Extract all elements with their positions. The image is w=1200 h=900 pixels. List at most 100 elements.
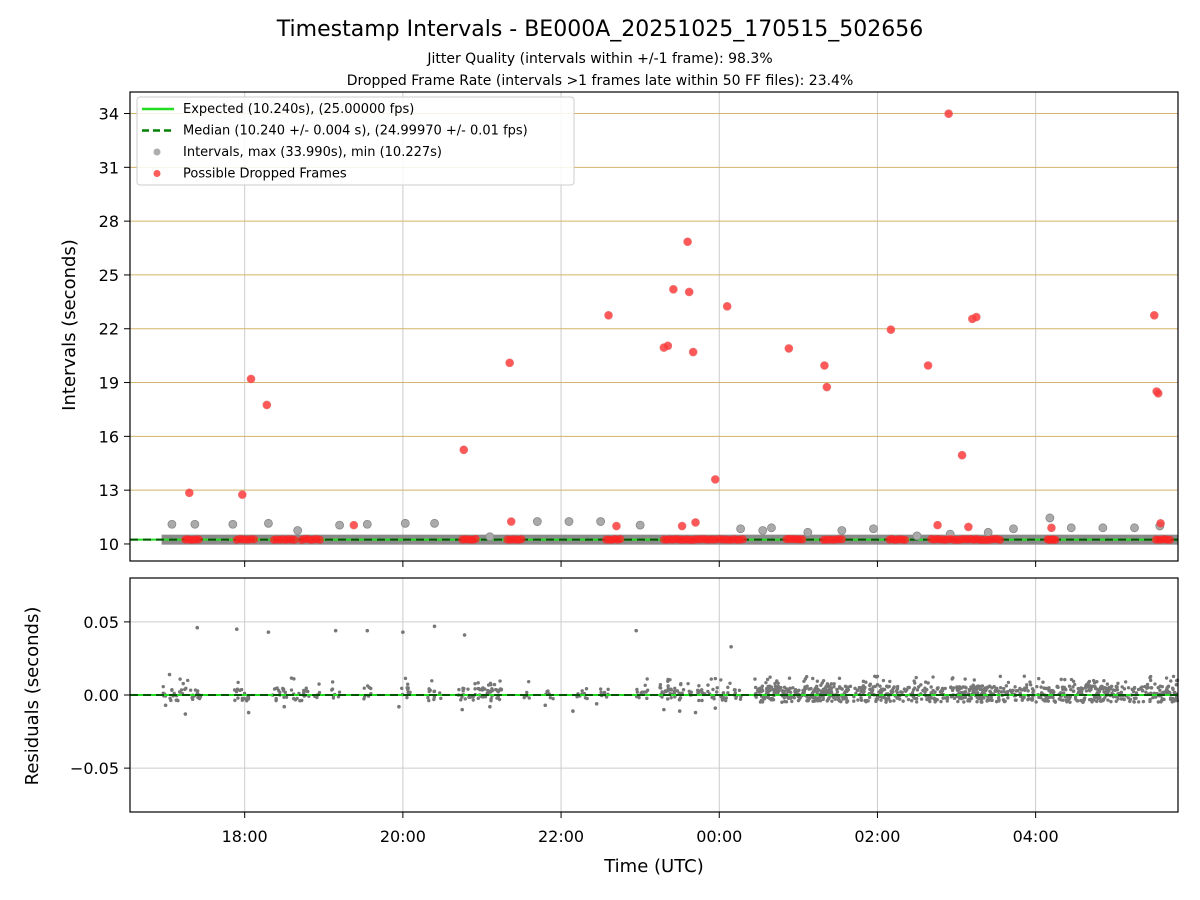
residual-point <box>304 686 308 690</box>
residual-point <box>233 698 237 703</box>
residual-point <box>405 695 409 700</box>
residual-point <box>427 689 431 694</box>
interval-point <box>596 517 606 526</box>
residual-point <box>1106 698 1110 702</box>
residual-point <box>883 696 888 701</box>
residual-outlier-point <box>246 710 251 715</box>
residual-point <box>724 698 728 703</box>
residual-point <box>1030 698 1034 702</box>
dropped-frame-point <box>505 358 514 368</box>
residual-point <box>697 689 701 693</box>
residual-point <box>686 681 690 686</box>
residual-point <box>1063 677 1067 682</box>
residual-point <box>331 696 336 700</box>
residual-point <box>912 679 916 683</box>
residual-point <box>979 700 983 704</box>
residual-point <box>1158 688 1162 692</box>
residual-point <box>274 696 278 701</box>
residual-point <box>1132 699 1136 704</box>
residual-point <box>1154 695 1158 699</box>
residual-point <box>1105 682 1110 686</box>
residual-point <box>677 691 681 695</box>
residual-point <box>1006 680 1011 685</box>
residual-point <box>815 684 819 688</box>
residual-point <box>1094 699 1099 704</box>
residual-point <box>998 674 1003 679</box>
residual-point <box>988 684 992 688</box>
dropped-frame-point <box>691 518 700 527</box>
dropped-frame-point <box>612 521 621 531</box>
interval-point <box>1066 523 1076 533</box>
residual-point <box>181 681 185 686</box>
residual-point <box>884 700 888 704</box>
residual-point <box>526 679 531 684</box>
residual-point <box>672 689 677 694</box>
residual-point <box>527 696 531 700</box>
residual-point <box>1002 699 1007 704</box>
residual-point <box>658 683 663 687</box>
residual-point <box>669 696 673 700</box>
interval-point <box>736 524 746 534</box>
residual-point <box>317 682 321 686</box>
residual-point <box>809 686 813 691</box>
residual-point <box>951 676 955 680</box>
residual-point <box>1171 674 1176 679</box>
residual-point <box>786 690 790 694</box>
residual-point <box>337 690 342 694</box>
residual-point <box>283 690 288 695</box>
dropped-frame-point <box>933 520 942 530</box>
residual-point <box>658 686 663 690</box>
residual-point <box>804 675 809 679</box>
residual-point <box>721 695 725 700</box>
residual-point <box>988 690 993 694</box>
top-y-tick-label: 16 <box>99 427 119 446</box>
x-tick-label: 20:00 <box>380 827 426 846</box>
residual-point <box>886 685 890 689</box>
residual-point <box>925 697 929 702</box>
residual-point <box>929 696 933 700</box>
residual-point <box>644 690 648 694</box>
residual-point <box>845 700 849 704</box>
interval-point <box>167 519 177 529</box>
x-tick-label: 18:00 <box>222 827 268 846</box>
residual-point <box>689 690 693 694</box>
residual-point <box>903 689 908 693</box>
dropped-frame-point <box>506 517 516 526</box>
residual-point <box>545 689 549 694</box>
residual-point <box>1172 690 1177 695</box>
residual-point <box>1059 691 1063 695</box>
residual-outlier-point <box>183 712 188 716</box>
residual-point <box>275 686 279 690</box>
residual-outlier-point <box>729 644 733 649</box>
residual-point <box>246 695 251 699</box>
residual-point <box>1156 685 1160 690</box>
residual-point <box>1120 685 1124 689</box>
residual-point <box>1083 696 1087 700</box>
residual-point <box>1104 686 1108 691</box>
residual-point <box>400 686 404 691</box>
residual-point <box>498 688 502 692</box>
residual-point <box>728 681 732 685</box>
residual-point <box>801 688 805 693</box>
residual-point <box>1102 679 1106 683</box>
residual-point <box>726 691 730 695</box>
residual-point <box>848 684 853 689</box>
dropped-frame-point <box>972 312 981 322</box>
residual-point <box>1136 700 1141 704</box>
dropped-frame-point <box>822 382 832 392</box>
residual-point <box>606 687 610 692</box>
residual-point <box>302 688 306 693</box>
top-axes-frame <box>129 91 1179 562</box>
residual-point <box>426 695 430 700</box>
residual-point <box>719 678 723 682</box>
residual-outlier-point <box>693 710 698 715</box>
residual-point <box>471 698 475 702</box>
residual-point <box>580 689 584 693</box>
top-y-tick-label: 31 <box>99 158 119 177</box>
residual-point <box>835 687 839 692</box>
residual-point <box>1145 686 1149 690</box>
residual-point <box>282 695 286 700</box>
dropped-frame-point <box>669 284 678 294</box>
residual-point <box>236 696 240 700</box>
residual-point <box>867 695 872 700</box>
